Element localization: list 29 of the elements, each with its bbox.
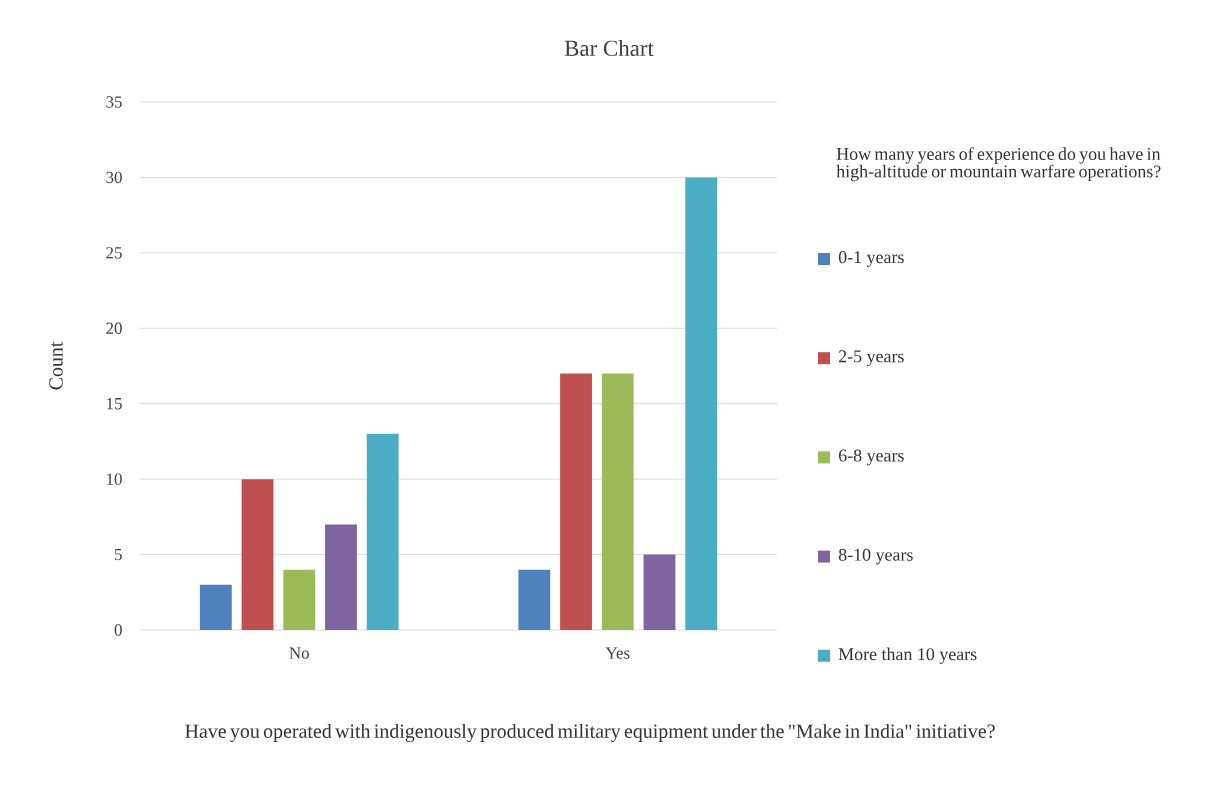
bar [241, 479, 274, 630]
bar [601, 373, 634, 630]
y-axis-title: Count [49, 341, 63, 390]
y-tick-label: 25 [106, 247, 122, 259]
legend-label: 8-10 years [838, 548, 913, 565]
bar [560, 373, 592, 630]
legend-label: 2-5 years [838, 350, 904, 367]
y-tick-label: 15 [107, 398, 122, 410]
y-tick-label: 35 [106, 96, 122, 108]
bar [643, 554, 676, 630]
x-axis-title: Have you operated with indigenously produced military equipment under the "Make in India" initiative? [185, 723, 995, 743]
bar [283, 569, 316, 630]
bar [366, 433, 399, 630]
legend-title: How many years of experience do you have in high-altitude or mountain warfare operations? [836, 147, 1161, 182]
bar [518, 569, 551, 630]
y-tick-label: 20 [106, 322, 122, 334]
chart-title: Bar Chart [564, 39, 654, 57]
bar [199, 584, 232, 630]
bar [685, 177, 718, 630]
x-tick-label: No [289, 647, 309, 659]
y-tick-label: 10 [107, 473, 122, 485]
x-tick-label: Yes [605, 647, 630, 659]
y-tick-label: 30 [106, 171, 122, 184]
legend-label: 0-1 years [838, 251, 904, 267]
bar [325, 524, 357, 630]
legend-label: 6-8 years [838, 449, 904, 466]
y-tick-label: 5 [115, 548, 122, 561]
y-tick-label: 0 [114, 624, 122, 636]
legend-label: More than 10 years [838, 647, 977, 664]
